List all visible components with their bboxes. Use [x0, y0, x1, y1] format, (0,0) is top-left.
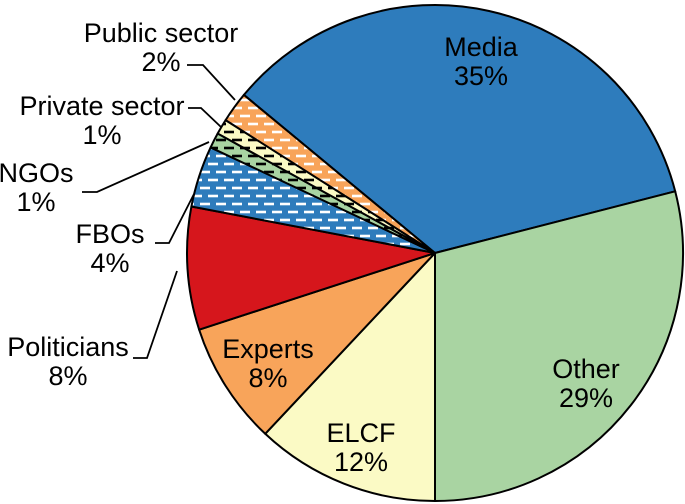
slice-label-politicians: Politicians 8%	[7, 332, 129, 391]
slice-label-private-sector: Private sector 1%	[19, 91, 184, 150]
slice-label-fbos: FBOs 4%	[75, 219, 144, 278]
slice-label-ngos: NGOs 1%	[0, 158, 74, 217]
pie-slice-elcf	[264, 252, 436, 502]
pie-slice-public-sector	[224, 93, 436, 254]
slice-label-elcf: ELCF 12%	[326, 418, 395, 477]
slice-label-other: Other 29%	[552, 354, 620, 413]
slice-label-experts: Experts 8%	[222, 334, 314, 393]
pie-slice-experts	[198, 252, 436, 435]
slice-label-media: Media 35%	[444, 32, 519, 91]
leader-line-ngos	[82, 141, 210, 193]
leader-line-politicians	[133, 270, 178, 359]
leader-line-public-sector	[187, 64, 236, 101]
pie-slice-other	[434, 190, 684, 502]
leader-line-fbos	[155, 193, 195, 244]
pie-slice-media	[242, 4, 677, 254]
pie-slice-politicians	[186, 205, 436, 331]
leader-line-private-sector	[188, 107, 222, 128]
slice-label-public-sector: Public sector 2%	[84, 18, 239, 77]
